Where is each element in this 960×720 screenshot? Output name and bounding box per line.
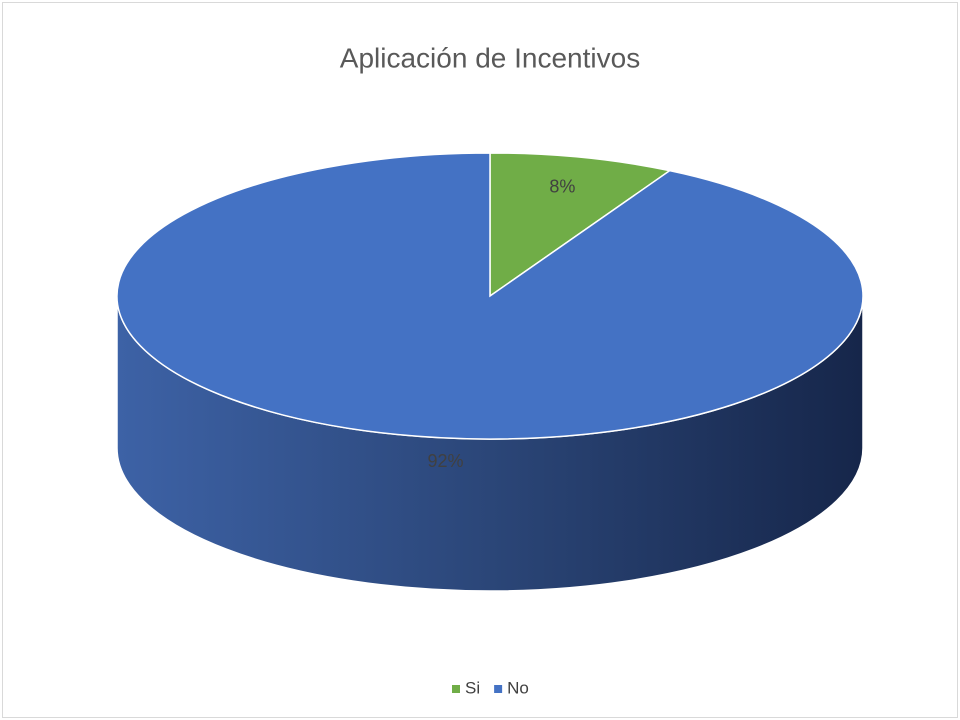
pie-slice <box>116 152 864 440</box>
legend-label: No <box>507 678 529 697</box>
legend-swatch <box>452 685 460 693</box>
legend-label: Si <box>465 678 480 697</box>
data-label: 8% <box>549 177 575 197</box>
chart-title: Aplicación de Incentivos <box>340 42 640 73</box>
pie-slice <box>489 152 672 298</box>
legend-swatch <box>494 685 503 693</box>
data-label: 92% <box>427 451 463 471</box>
